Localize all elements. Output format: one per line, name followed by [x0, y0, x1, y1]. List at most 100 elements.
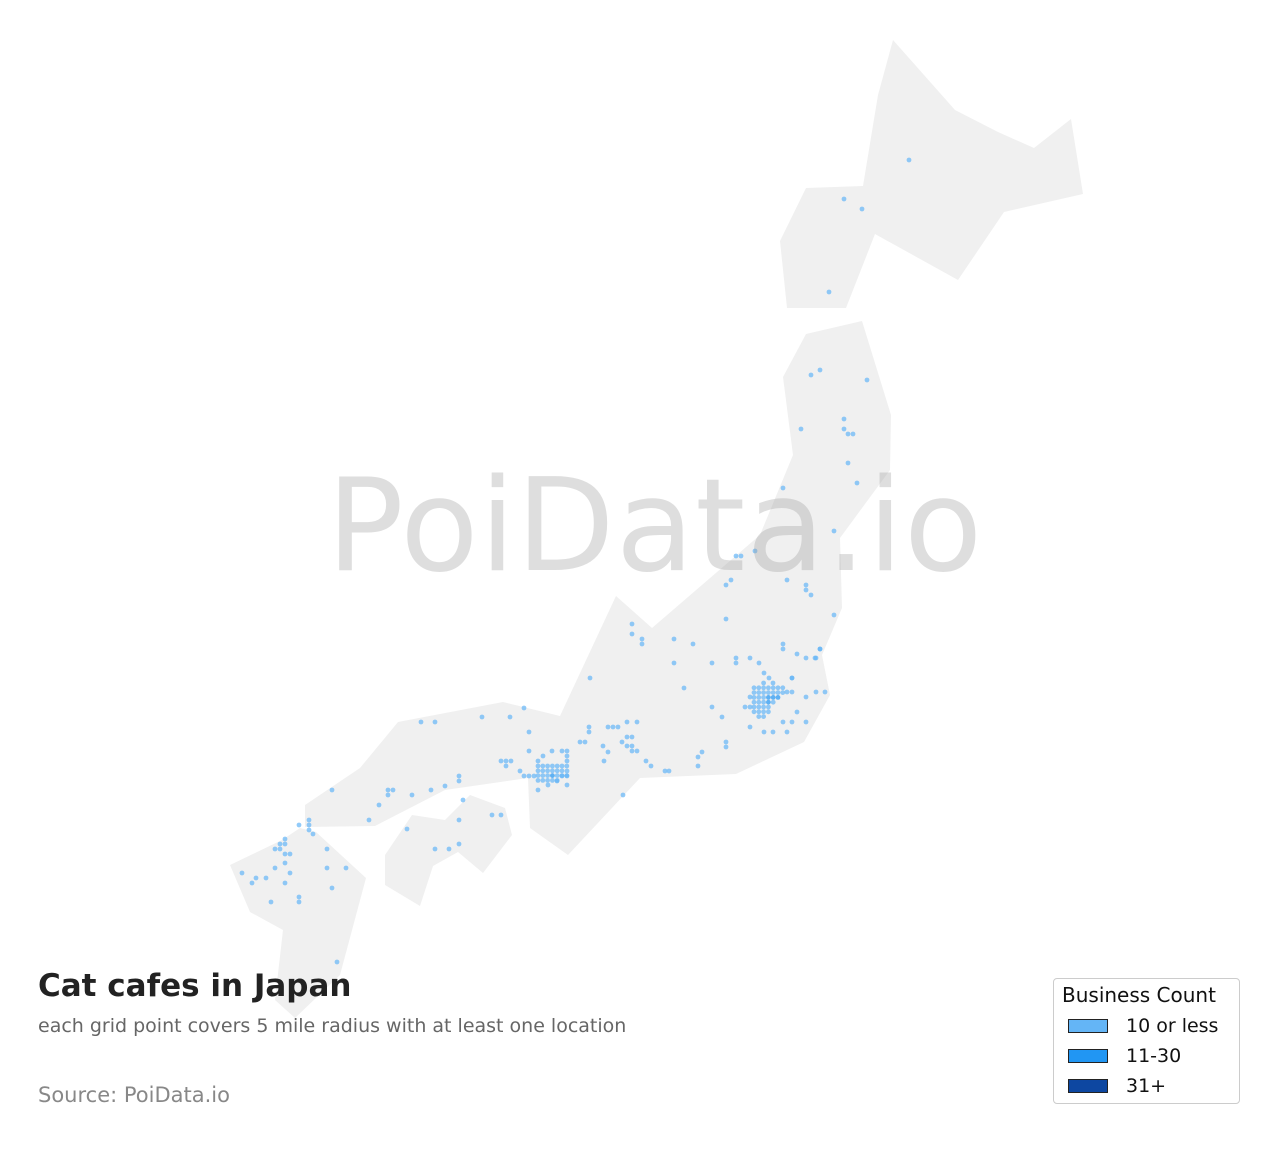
grid-point: [629, 631, 635, 637]
grid-point: [761, 714, 766, 719]
legend-item-mid: 11-30: [1068, 1045, 1182, 1067]
grid-point: [366, 817, 372, 823]
grid-point: [845, 460, 851, 466]
grid-point: [766, 695, 771, 700]
legend: Business Count 10 or less 11-30 31+: [1053, 978, 1240, 1104]
grid-point: [733, 655, 739, 661]
grid-point: [690, 641, 696, 647]
grid-point: [545, 773, 550, 778]
grid-point: [376, 802, 382, 808]
grid-point: [559, 768, 565, 774]
grid-point: [268, 899, 274, 905]
grid-point: [761, 709, 766, 715]
grid-point: [564, 758, 570, 764]
grid-point: [535, 773, 541, 778]
grid-point: [531, 773, 537, 779]
grid-point: [385, 787, 391, 793]
grid-point: [390, 787, 396, 793]
grid-point: [385, 792, 391, 798]
grid-point: [239, 870, 245, 876]
grid-point: [554, 763, 560, 769]
grid-point: [761, 704, 766, 710]
grid-point: [629, 743, 635, 749]
grid-point: [586, 724, 592, 730]
grid-point: [540, 778, 546, 783]
grid-point: [666, 768, 672, 774]
grid-point: [624, 743, 630, 749]
grid-point: [432, 846, 438, 852]
grid-point: [761, 670, 767, 676]
grid-point: [784, 577, 790, 583]
grid-point: [442, 783, 448, 789]
grid-point: [456, 817, 462, 823]
grid-point: [648, 763, 654, 769]
grid-point: [756, 690, 762, 695]
grid-point: [550, 773, 555, 778]
source-credit: Source: PoiData.io: [38, 1083, 230, 1107]
grid-point: [850, 431, 856, 437]
grid-point: [695, 763, 701, 769]
grid-point: [709, 660, 715, 666]
grid-point: [794, 709, 800, 715]
grid-point: [287, 870, 293, 876]
legend-label: 11-30: [1126, 1045, 1182, 1067]
grid-point: [310, 831, 316, 837]
grid-point: [540, 753, 546, 759]
map-subtitle: each grid point covers 5 mile radius wit…: [38, 1015, 627, 1037]
grid-point: [854, 480, 860, 486]
legend-item-low: 10 or less: [1068, 1015, 1218, 1037]
grid-point: [770, 729, 776, 735]
grid-point: [639, 636, 645, 642]
grid-point: [564, 763, 570, 769]
grid-point: [343, 865, 349, 871]
grid-point: [766, 690, 771, 695]
grid-point: [564, 773, 570, 778]
grid-point: [775, 690, 781, 695]
grid-point: [550, 778, 555, 783]
grid-point: [742, 704, 748, 710]
grid-point: [775, 695, 781, 700]
grid-point: [508, 758, 514, 764]
grid-point: [770, 685, 776, 691]
grid-point: [775, 685, 781, 691]
legend-swatch: [1068, 1049, 1108, 1063]
grid-point: [695, 754, 701, 760]
grid-point: [535, 763, 541, 769]
grid-point: [761, 680, 766, 686]
grid-point: [803, 587, 809, 593]
grid-point: [526, 729, 532, 735]
grid-point: [780, 485, 786, 491]
grid-point: [751, 695, 757, 700]
grid-point: [587, 675, 593, 681]
watermark: PoiData.io: [326, 452, 984, 601]
grid-point: [559, 773, 565, 778]
grid-point: [634, 719, 640, 725]
grid-point: [282, 836, 288, 842]
grid-point: [751, 699, 757, 705]
grid-point: [761, 690, 766, 695]
grid-point: [456, 841, 462, 847]
grid-point: [789, 719, 795, 725]
grid-point: [780, 719, 786, 725]
grid-point: [306, 822, 312, 828]
grid-point: [404, 826, 410, 832]
grid-point: [629, 621, 635, 627]
grid-point: [329, 787, 335, 793]
grid-point: [813, 689, 819, 695]
grid-point: [564, 768, 570, 774]
grid-point: [521, 705, 527, 711]
grid-point: [535, 758, 541, 764]
grid-point: [784, 689, 790, 695]
grid-point: [766, 699, 771, 705]
grid-point: [550, 768, 555, 774]
grid-point: [577, 739, 583, 745]
grid-point: [329, 885, 335, 891]
grid-point: [507, 714, 513, 720]
grid-point: [554, 778, 560, 783]
grid-point: [789, 675, 795, 681]
grid-point: [610, 724, 616, 730]
grid-point: [780, 641, 786, 647]
grid-point: [306, 827, 312, 833]
grid-point: [634, 748, 640, 754]
